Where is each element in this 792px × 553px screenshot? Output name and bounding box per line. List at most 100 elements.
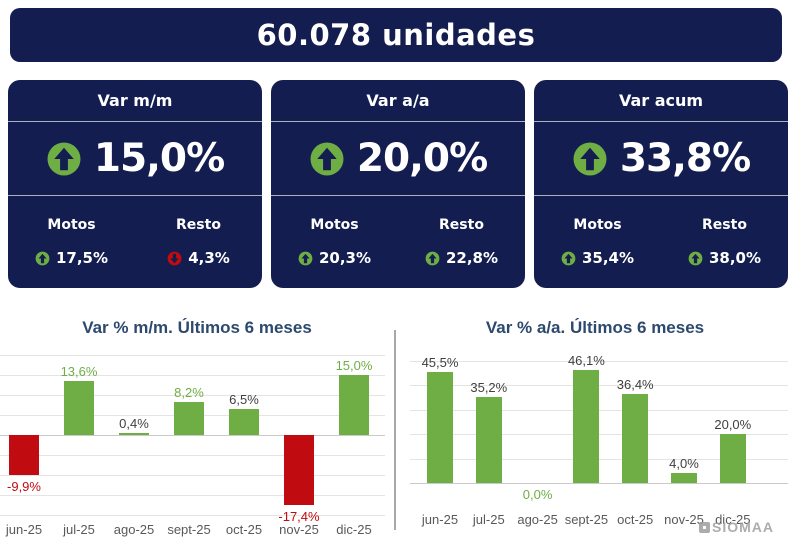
gridline xyxy=(0,475,385,476)
bar-value-label: 35,2% xyxy=(470,379,508,395)
bar-sept-25 xyxy=(174,402,204,435)
breakdown-value: 22,8% xyxy=(425,249,498,267)
bar-nov-25 xyxy=(671,473,697,483)
header-banner: 60.078 unidades xyxy=(10,8,782,62)
chart-var-aa: Var % a/a. Últimos 6 meses 45,5% jun-25 35… xyxy=(398,310,792,553)
x-axis-label: jun-25 xyxy=(421,512,459,527)
x-axis-label: jul-25 xyxy=(472,512,505,527)
chart-title: Var % m/m. Últimos 6 meses xyxy=(82,318,312,337)
breakdown-motos: Motos 20,3% xyxy=(271,196,398,288)
kpi-card-var-aa: Var a/a 20,0% Motos 20,3% Resto 22,8% xyxy=(271,80,525,288)
trend-up-arrow-icon xyxy=(298,251,313,266)
bar-value-label: 0,0% xyxy=(522,487,553,502)
bar-value-label: -9,9% xyxy=(7,478,41,494)
breakdown-value-text: 17,5% xyxy=(55,249,109,267)
breakdown-motos: Motos 35,4% xyxy=(534,196,661,288)
page-title: 60.078 unidades xyxy=(256,18,536,52)
kpi-card-title: Var a/a xyxy=(271,80,525,122)
bar-value-label: 20,0% xyxy=(714,417,752,432)
x-axis-label: nov-25 xyxy=(664,512,704,527)
gridline xyxy=(410,483,788,484)
bar-jun-25 xyxy=(427,371,453,483)
bar-value-label: 13,6% xyxy=(60,363,98,379)
kpi-breakdown: Motos 35,4% Resto 38,0% xyxy=(534,196,788,288)
kpi-breakdown: Motos 20,3% Resto 22,8% xyxy=(271,196,525,288)
breakdown-label: Resto xyxy=(702,217,747,233)
bar-jul-25 xyxy=(475,396,502,483)
kpi-value: 15,0% xyxy=(93,136,225,181)
kpi-value: 33,8% xyxy=(619,136,751,181)
chart-var-mm: Var % m/m. Últimos 6 meses -9,9% jun-25 13… xyxy=(0,310,394,553)
x-axis-label: sept-25 xyxy=(564,512,609,527)
bar-oct-25 xyxy=(229,409,259,435)
chart-plot-area: 45,5% jun-25 35,2% jul-25 0,0% ago-25 46,1% sep… xyxy=(398,310,792,553)
breakdown-value-text: 20,3% xyxy=(318,249,372,267)
x-axis-label: nov-25 xyxy=(279,522,319,537)
watermark: SIOMAA xyxy=(699,519,774,535)
bar-value-label: 46,1% xyxy=(567,353,605,369)
gridline xyxy=(0,355,385,356)
kpi-value: 20,0% xyxy=(356,136,488,181)
kpi-value-row: 33,8% xyxy=(534,122,788,196)
bar-ago-25 xyxy=(119,433,149,435)
kpi-card-title: Var acum xyxy=(534,80,788,122)
breakdown-value: 35,4% xyxy=(561,249,634,267)
breakdown-value-text: 35,4% xyxy=(581,249,635,267)
breakdown-label: Resto xyxy=(176,217,221,233)
breakdown-label: Motos xyxy=(310,217,359,233)
chart-title: Var % a/a. Últimos 6 meses xyxy=(485,318,705,337)
gridline xyxy=(410,360,788,362)
bar-value-label: 15,0% xyxy=(335,358,373,373)
breakdown-resto: Resto 22,8% xyxy=(398,196,525,288)
bar-sept-25 xyxy=(573,370,600,483)
trend-up-arrow-icon xyxy=(46,141,82,177)
x-axis-label: sept-25 xyxy=(167,522,211,537)
bar-jun-25 xyxy=(9,435,39,475)
trend-up-arrow-icon xyxy=(425,251,440,266)
kpi-value-row: 15,0% xyxy=(8,122,262,196)
bar-dic-25 xyxy=(719,434,746,483)
breakdown-motos: Motos 17,5% xyxy=(8,196,135,288)
chart-plot-area: -9,9% jun-25 13,6% jul-25 0,4% ago-25 8,2% sept… xyxy=(0,310,394,553)
gridline xyxy=(0,395,385,396)
breakdown-label: Motos xyxy=(47,217,96,233)
trend-down-arrow-icon xyxy=(167,251,182,266)
bar-jul-25 xyxy=(64,380,94,435)
bar-dic-25 xyxy=(339,375,369,435)
gridline xyxy=(0,515,385,516)
trend-up-arrow-icon xyxy=(35,251,50,266)
breakdown-value: 38,0% xyxy=(688,249,761,267)
kpi-value-row: 20,0% xyxy=(271,122,525,196)
bar-value-label: 0,4% xyxy=(119,416,149,432)
gridline xyxy=(0,375,385,376)
watermark-text: SIOMAA xyxy=(712,519,774,535)
bar-value-label: 36,4% xyxy=(616,376,654,392)
breakdown-label: Motos xyxy=(573,217,622,233)
bar-value-label: 6,5% xyxy=(229,392,259,407)
trend-up-arrow-icon xyxy=(561,251,576,266)
x-axis-label: ago-25 xyxy=(517,512,558,527)
breakdown-value: 20,3% xyxy=(298,249,371,267)
bar-nov-25 xyxy=(284,435,314,505)
x-axis-label: jul-25 xyxy=(63,522,95,537)
breakdown-value: 4,3% xyxy=(167,249,230,267)
kpi-card-title: Var m/m xyxy=(8,80,262,122)
gridline xyxy=(0,455,385,456)
breakdown-resto: Resto 4,3% xyxy=(135,196,262,288)
x-axis-label: oct-25 xyxy=(225,522,263,537)
bar-value-label: -17,4% xyxy=(278,508,320,524)
breakdown-label: Resto xyxy=(439,217,484,233)
trend-up-arrow-icon xyxy=(309,141,345,177)
breakdown-value-text: 4,3% xyxy=(188,249,230,267)
x-axis-label: jun-25 xyxy=(5,522,43,537)
bar-value-label: 8,2% xyxy=(174,385,204,401)
kpi-card-var-acum: Var acum 33,8% Motos 35,4% Resto 38,0% xyxy=(534,80,788,288)
trend-up-arrow-icon xyxy=(572,141,608,177)
breakdown-value-text: 38,0% xyxy=(708,249,762,267)
siomaa-logo-icon xyxy=(699,521,710,533)
bar-value-label: 45,5% xyxy=(421,354,459,370)
x-axis-label: ago-25 xyxy=(113,522,155,537)
breakdown-value-text: 22,8% xyxy=(445,249,499,267)
gridline xyxy=(0,435,385,436)
x-axis-label: dic-25 xyxy=(715,512,751,527)
